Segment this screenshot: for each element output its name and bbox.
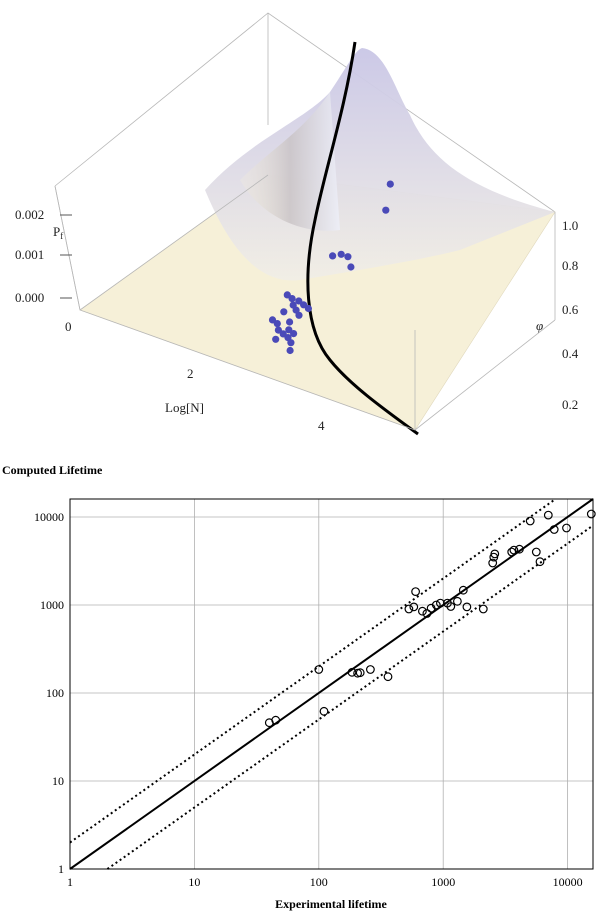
y-tick-label: 100 (46, 686, 64, 700)
chart-title: Computed Lifetime (2, 463, 103, 477)
scatter-point (411, 587, 421, 597)
surface-data-point (287, 339, 295, 347)
z-tick-label: 0.001 (15, 247, 44, 262)
probability-surface-3d-plot: 0.002 0.001 0.000 Pf 0 2 4 Log[N] 0.2 0.… (15, 12, 579, 436)
lifetime-scatter-plot: Computed Lifetime 1 10 100 1000 10000 1 10 100… (2, 463, 596, 911)
surface-data-point (295, 297, 303, 305)
scatter-point (525, 516, 535, 526)
scatter-point (319, 706, 329, 716)
y-tick-label: 10 (52, 774, 64, 788)
scatter-point (383, 672, 393, 682)
surface-data-point (344, 253, 352, 261)
fitted-curve (306, 41, 419, 436)
z-tick-label: 0.000 (15, 290, 44, 305)
surface-data-points (268, 180, 394, 355)
scatter-point (314, 665, 324, 674)
surface-data-point (286, 318, 294, 326)
scatter-point (431, 600, 441, 610)
surface-data-point (329, 252, 337, 260)
y-tick-label: 0.8 (562, 258, 578, 273)
surface-data-point (288, 295, 296, 303)
scatter-point (404, 604, 414, 614)
box-back-edges (54, 12, 556, 213)
y-tick-label: 1.0 (562, 218, 578, 233)
scatter-point (531, 547, 541, 557)
surface-data-point (290, 330, 298, 338)
x-axis-label: Log[N] (165, 400, 204, 415)
scatter-point (422, 609, 432, 618)
surface-data-point (280, 308, 288, 316)
surface-data-point (382, 206, 390, 214)
identity-line (69, 498, 594, 870)
surface-data-point (273, 320, 281, 328)
z-tick-label: 0.002 (15, 207, 44, 222)
surface-data-point (304, 304, 312, 313)
scatter-point (271, 715, 281, 725)
surface-data-point (285, 326, 293, 334)
scatter-point (366, 665, 375, 674)
scatter-point (409, 602, 419, 612)
y-axis-label: φ (536, 318, 543, 333)
surface-data-point (272, 335, 280, 343)
scatter-point (347, 667, 357, 677)
y-tick-label: 1 (58, 862, 64, 876)
z-axis: 0.002 0.001 0.000 Pf (15, 207, 72, 305)
scatter-point (488, 558, 498, 568)
scatter-point (418, 606, 427, 616)
scatter-point (478, 604, 488, 614)
surface-data-point (286, 346, 294, 355)
scatter-point (535, 557, 545, 567)
x-tick-label: 10 (188, 875, 200, 889)
z-axis-label: Pf (53, 224, 63, 241)
x-tick-label: 0 (65, 319, 72, 334)
x-tick-label: 10000 (553, 875, 583, 889)
surface-data-point (295, 311, 303, 319)
factor-of-two-line (69, 498, 557, 844)
factor-of-two-line (106, 524, 594, 870)
scatter-point (509, 545, 519, 555)
plot-frame (69, 498, 594, 870)
x-axis-label: Experimental lifetime (275, 897, 387, 911)
scatter-point (458, 585, 468, 595)
x-tick-label: 2 (187, 366, 194, 381)
scatter-point (462, 602, 472, 612)
y-tick-label: 0.4 (562, 346, 579, 361)
x-tick-label: 4 (318, 418, 325, 433)
reference-lines (69, 498, 594, 870)
scatter-points (264, 509, 596, 728)
scatter-point (490, 549, 500, 559)
scatter-point (515, 544, 524, 554)
surface-ridge-shadow (240, 92, 340, 231)
surface-data-point (347, 263, 355, 271)
x-axis-ticks: 1 10 100 1000 10000 (67, 875, 583, 889)
scatter-point (453, 596, 462, 606)
x-tick-label: 1000 (431, 875, 455, 889)
scatter-point (436, 598, 445, 608)
scatter-point (355, 668, 365, 678)
box-front-edges (54, 174, 556, 431)
scatter-point (562, 523, 571, 533)
x-tick-label: 100 (310, 875, 328, 889)
y-tick-label: 0.2 (562, 397, 578, 412)
scatter-point (549, 525, 559, 534)
y-tick-label: 10000 (34, 510, 64, 524)
surface-data-point (337, 250, 345, 258)
scatter-point (507, 547, 517, 557)
surface-data-point (386, 180, 394, 188)
scatter-point (586, 509, 596, 519)
x-tick-label: 1 (67, 875, 73, 889)
y-axis-ticks: 1 10 100 1000 10000 (34, 510, 64, 876)
surface-data-point (274, 326, 282, 334)
y-tick-label: 0.6 (562, 302, 579, 317)
y-axis: 0.2 0.4 0.6 0.8 1.0 φ (536, 218, 579, 412)
y-tick-label: 1000 (40, 598, 64, 612)
scatter-point (543, 510, 553, 520)
x-axis: 0 2 4 Log[N] (65, 319, 325, 433)
scatter-point (446, 602, 456, 611)
